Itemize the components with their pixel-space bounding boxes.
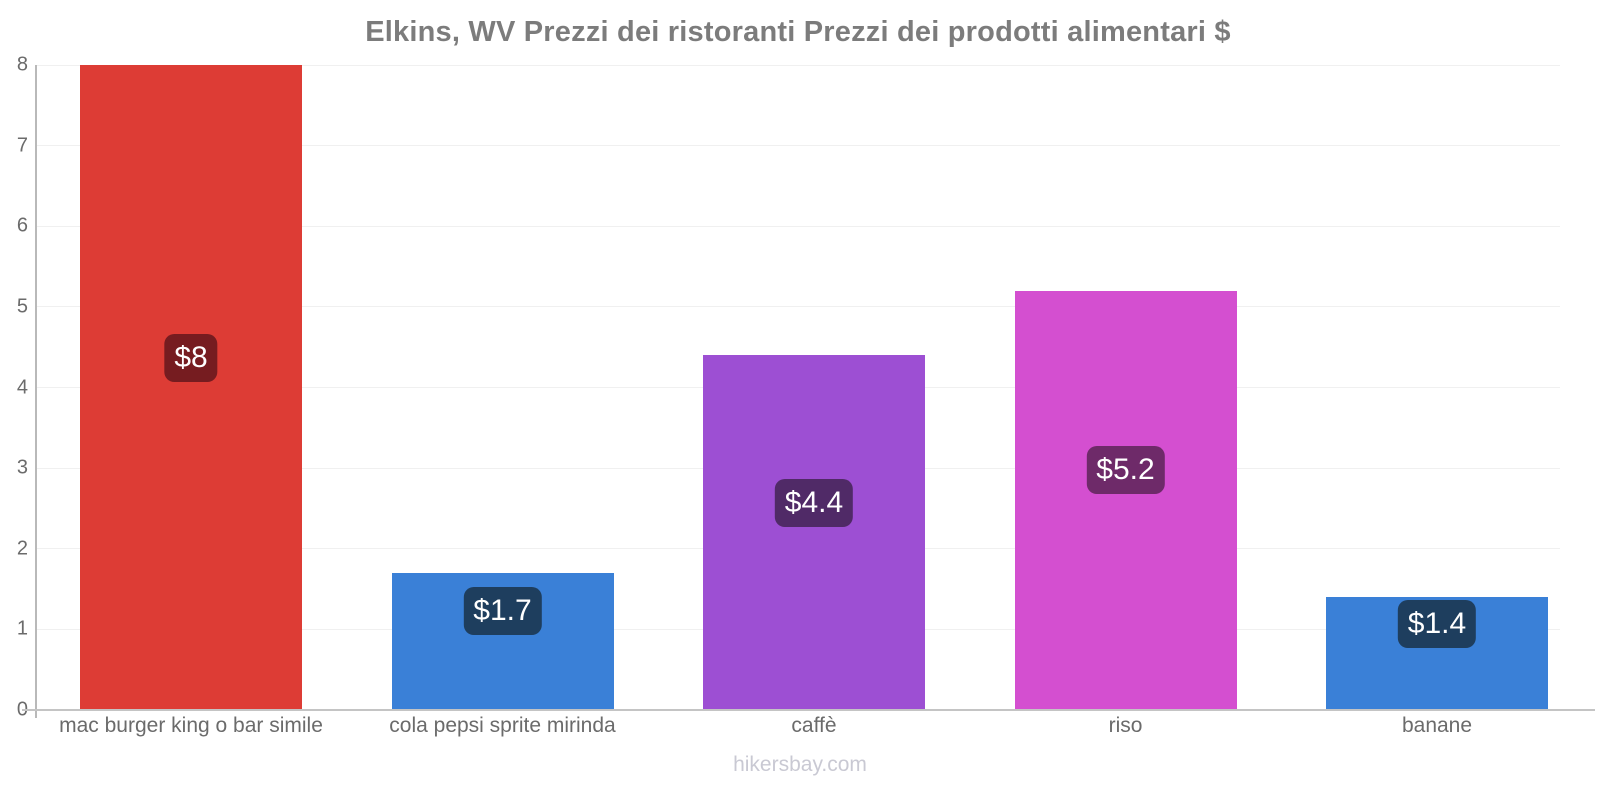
y-tick-label-1: 1 bbox=[16, 617, 28, 640]
bar-3[interactable] bbox=[703, 355, 925, 709]
watermark: hikersbay.com bbox=[733, 753, 867, 776]
x-axis-label-4: riso bbox=[1108, 714, 1143, 737]
value-label-2: $1.7 bbox=[463, 587, 542, 636]
x-axis-label-1: mac burger king o bar simile bbox=[59, 714, 323, 737]
y-axis-line bbox=[35, 65, 37, 718]
x-axis-line bbox=[22, 709, 1595, 711]
bar-4[interactable] bbox=[1014, 290, 1237, 709]
y-tick-label-3: 3 bbox=[16, 456, 28, 479]
y-tick-label-7: 7 bbox=[16, 134, 28, 157]
x-axis-label-5: banane bbox=[1401, 714, 1473, 737]
y-tick-label-2: 2 bbox=[16, 537, 28, 560]
value-label-4: $5.2 bbox=[1086, 446, 1165, 495]
gridline-8 bbox=[36, 64, 1560, 66]
x-axis-label-3: caffè bbox=[791, 714, 837, 737]
value-label-3: $4.4 bbox=[774, 478, 854, 527]
y-tick-label-8: 8 bbox=[16, 53, 28, 76]
chart-title: Elkins, WV Prezzi dei ristoranti Prezzi … bbox=[365, 16, 1231, 48]
gridline-7 bbox=[36, 145, 1560, 147]
gridline-5 bbox=[36, 306, 1560, 308]
gridline-6 bbox=[36, 225, 1560, 227]
value-label-1: $8 bbox=[164, 333, 218, 382]
y-tick-label-6: 6 bbox=[16, 214, 28, 237]
bar-1[interactable] bbox=[80, 65, 302, 709]
y-tick-label-4: 4 bbox=[16, 376, 28, 398]
x-axis-label-2: cola pepsi sprite mirinda bbox=[389, 714, 616, 737]
y-tick-label-5: 5 bbox=[16, 295, 28, 318]
value-label-5: $1.4 bbox=[1397, 599, 1477, 648]
